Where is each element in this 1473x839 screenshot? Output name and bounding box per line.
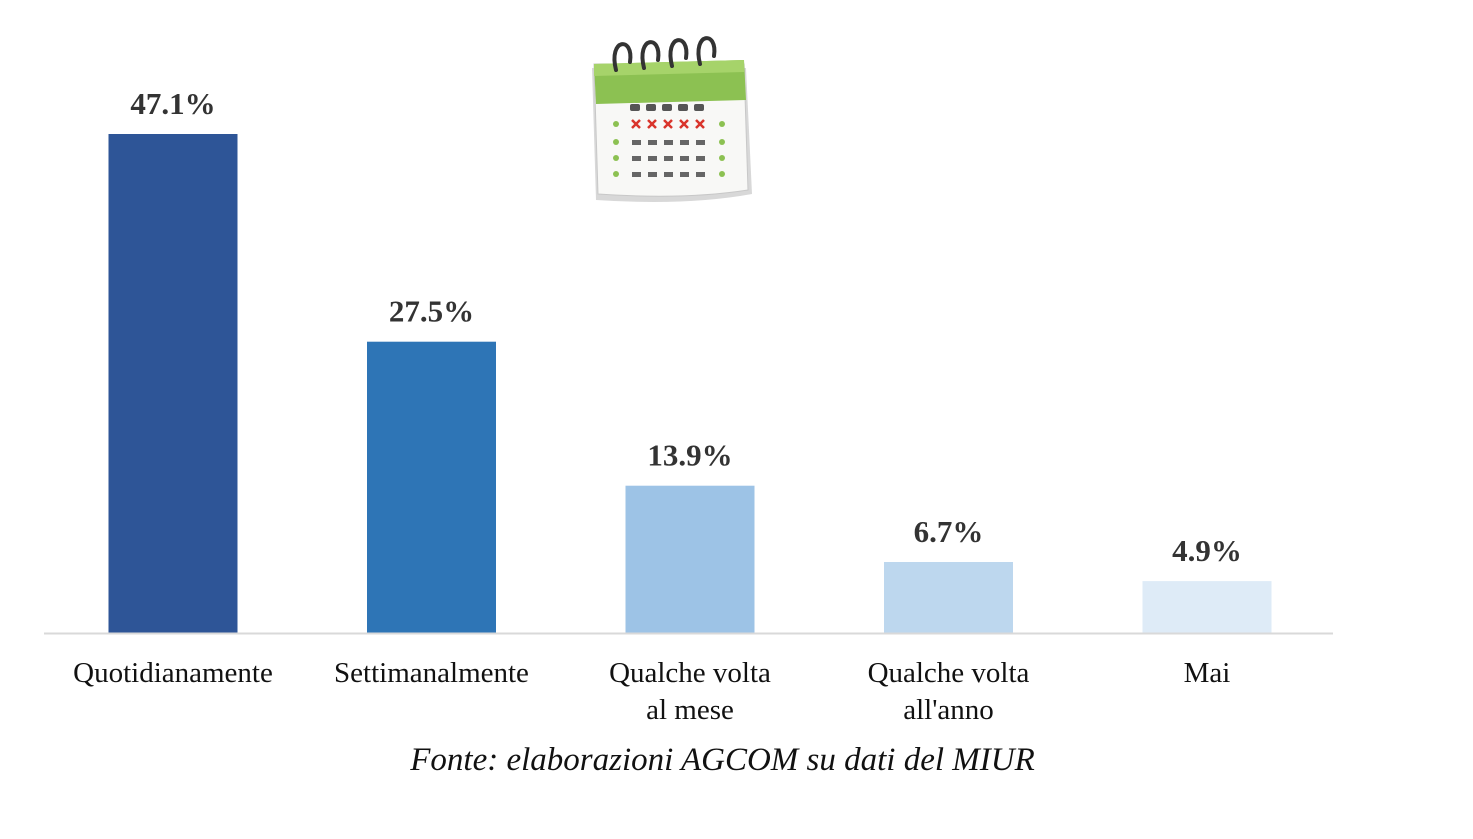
value-label-3: 6.7% bbox=[914, 514, 984, 549]
labels: 47.1% Quotidianamente 27.5% Settimanalmente… bbox=[73, 86, 1242, 726]
calendar-icon bbox=[592, 36, 752, 202]
value-label-1: 27.5% bbox=[389, 294, 474, 329]
category-label-4: Mai bbox=[1184, 657, 1231, 689]
bar-2 bbox=[625, 485, 755, 633]
category-label-2: Qualche volta al mese bbox=[609, 657, 771, 726]
bar-4 bbox=[1142, 581, 1272, 633]
category-label-3: Qualche volta all'anno bbox=[868, 657, 1030, 726]
bar-chart: 47.1% Quotidianamente 27.5% Settimanalmente… bbox=[44, 86, 1333, 726]
source-note: Fonte: elaborazioni AGCOM su dati del MI… bbox=[410, 742, 1035, 778]
bar-3 bbox=[884, 562, 1013, 633]
value-label-4: 4.9% bbox=[1172, 533, 1242, 568]
value-label-2: 13.9% bbox=[647, 438, 732, 473]
bars bbox=[108, 134, 1272, 633]
value-label-0: 47.1% bbox=[130, 86, 215, 121]
bar-1 bbox=[367, 341, 496, 633]
category-label-0: Quotidianamente bbox=[73, 657, 273, 689]
category-label-1: Settimanalmente bbox=[334, 657, 529, 689]
bar-0 bbox=[108, 134, 238, 633]
